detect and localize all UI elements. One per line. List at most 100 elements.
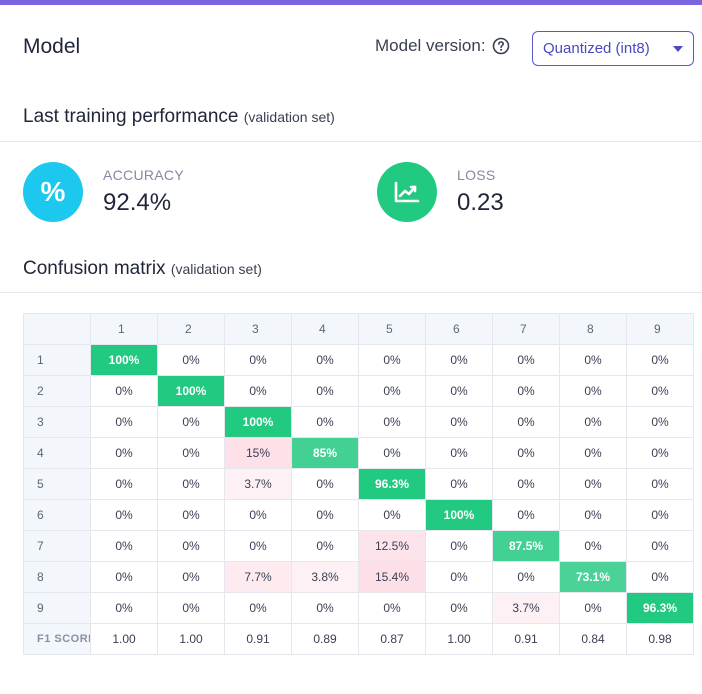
matrix-cell: 0% [425, 437, 493, 469]
matrix-cell: 85% [291, 437, 359, 469]
matrix-cell: 0% [559, 437, 627, 469]
page-title: Model [23, 35, 81, 58]
f1-score-row: F1 SCORE 1.00 1.00 0.91 0.89 0.87 1.00 0.91 0.84… [23, 623, 694, 655]
matrix-row: 6 0% 0% 0% 0% 0% 100% 0% 0% 0% [23, 499, 694, 531]
matrix-cell: 0% [425, 530, 493, 562]
matrix-cell: 0% [291, 468, 359, 500]
matrix-cell: 0% [425, 592, 493, 624]
matrix-row: 1 100% 0% 0% 0% 0% 0% 0% 0% 0% [23, 344, 694, 376]
matrix-cell: 0% [559, 375, 627, 407]
matrix-cell: 0% [157, 344, 225, 376]
matrix-cell: 96.3% [626, 592, 694, 624]
matrix-corner [23, 313, 91, 345]
matrix-row-header: 5 [23, 468, 91, 500]
matrix-cell: 0% [157, 592, 225, 624]
matrix-cell: 0% [90, 499, 158, 531]
matrix-cell: 0% [291, 499, 359, 531]
matrix-cell: 0% [492, 375, 560, 407]
accuracy-metric: % ACCURACY 92.4% [23, 162, 184, 222]
confusion-subtitle: (validation set) [170, 261, 262, 277]
matrix-row-header: 8 [23, 561, 91, 593]
loss-label: LOSS [457, 167, 496, 183]
confusion-section-title: Confusion matrix (validation set) [23, 258, 262, 280]
matrix-cell: 0% [559, 344, 627, 376]
matrix-cell: 0% [559, 468, 627, 500]
matrix-cell: 0% [626, 561, 694, 593]
matrix-cell: 0% [358, 592, 426, 624]
performance-section-title: Last training performance (validation se… [23, 106, 335, 128]
help-icon[interactable] [492, 37, 510, 55]
matrix-cell: 100% [224, 406, 292, 438]
matrix-cell: 7.7% [224, 561, 292, 593]
f1-score-label: F1 SCORE [23, 623, 91, 655]
matrix-row-header: 6 [23, 499, 91, 531]
matrix-cell: 0% [626, 437, 694, 469]
matrix-cell: 0% [224, 375, 292, 407]
model-version-value: Quantized (int8) [543, 40, 650, 57]
matrix-cell: 0% [224, 530, 292, 562]
matrix-cell: 0% [90, 592, 158, 624]
matrix-cell: 0% [492, 561, 560, 593]
matrix-cell: 0% [291, 375, 359, 407]
matrix-column-header: 5 [358, 313, 426, 345]
matrix-cell: 0% [291, 592, 359, 624]
divider [0, 292, 702, 293]
matrix-cell: 0% [157, 499, 225, 531]
matrix-cell: 0% [90, 375, 158, 407]
performance-title: Last training performance [23, 106, 239, 127]
matrix-cell: 0% [425, 468, 493, 500]
matrix-row: 8 0% 0% 7.7% 3.8% 15.4% 0% 0% 73.1% 0% [23, 561, 694, 593]
matrix-row-header: 7 [23, 530, 91, 562]
matrix-cell: 0% [224, 592, 292, 624]
matrix-cell: 100% [157, 375, 225, 407]
matrix-cell: 0% [626, 530, 694, 562]
matrix-cell: 0% [291, 530, 359, 562]
matrix-cell: 0% [90, 437, 158, 469]
matrix-cell: 0% [358, 344, 426, 376]
matrix-cell: 0% [492, 499, 560, 531]
matrix-cell: 0% [559, 499, 627, 531]
matrix-row-header: 2 [23, 375, 91, 407]
percent-icon-glyph: % [40, 176, 66, 207]
matrix-cell: 0% [358, 437, 426, 469]
matrix-cell: 73.1% [559, 561, 627, 593]
percent-icon: % [23, 162, 83, 222]
matrix-cell: 0% [492, 437, 560, 469]
matrix-row: 5 0% 0% 3.7% 0% 96.3% 0% 0% 0% 0% [23, 468, 694, 500]
matrix-cell: 0% [626, 499, 694, 531]
matrix-cell: 0% [224, 344, 292, 376]
matrix-row: 4 0% 0% 15% 85% 0% 0% 0% 0% 0% [23, 437, 694, 469]
trend-chart-icon [377, 162, 437, 222]
matrix-column-header: 7 [492, 313, 560, 345]
matrix-column-header: 3 [224, 313, 292, 345]
f1-score-cell: 0.91 [224, 623, 292, 655]
f1-score-cell: 1.00 [90, 623, 158, 655]
f1-score-cell: 0.87 [358, 623, 426, 655]
top-accent-bar [0, 0, 702, 5]
model-version-select[interactable]: Quantized (int8) [532, 31, 694, 66]
matrix-cell: 0% [90, 406, 158, 438]
matrix-cell: 96.3% [358, 468, 426, 500]
matrix-column-header: 4 [291, 313, 359, 345]
model-version-label: Model version: [375, 36, 486, 55]
matrix-cell: 100% [90, 344, 158, 376]
matrix-cell: 0% [291, 344, 359, 376]
matrix-cell: 0% [559, 406, 627, 438]
matrix-cell: 0% [492, 406, 560, 438]
model-version-label-group: Model version: [375, 36, 510, 56]
matrix-cell: 0% [559, 530, 627, 562]
matrix-cell: 15.4% [358, 561, 426, 593]
matrix-cell: 0% [425, 561, 493, 593]
matrix-cell: 100% [425, 499, 493, 531]
matrix-cell: 0% [559, 592, 627, 624]
matrix-column-header: 1 [90, 313, 158, 345]
f1-score-cell: 0.98 [626, 623, 694, 655]
matrix-cell: 0% [157, 561, 225, 593]
matrix-cell: 0% [90, 468, 158, 500]
matrix-row-header: 3 [23, 406, 91, 438]
matrix-row: 9 0% 0% 0% 0% 0% 0% 3.7% 0% 96.3% [23, 592, 694, 624]
divider [0, 141, 702, 142]
matrix-cell: 0% [626, 468, 694, 500]
matrix-cell: 0% [224, 499, 292, 531]
